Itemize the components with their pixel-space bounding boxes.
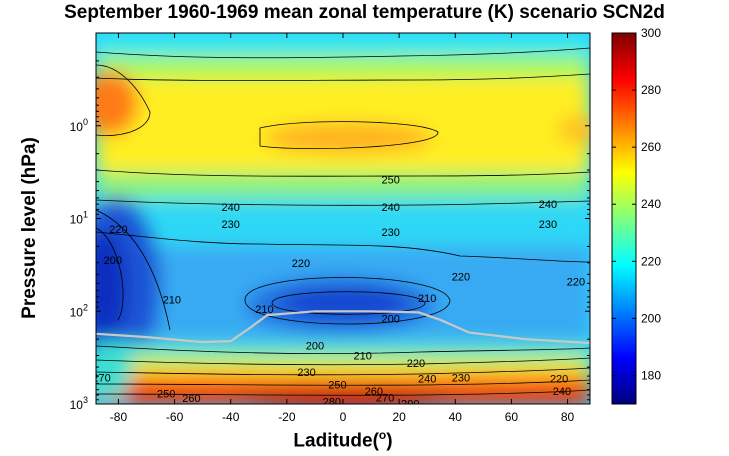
contour-label: 240 [418, 373, 436, 385]
x-axis-ticks: -80 -60 -40 -20 0 20 40 60 80 [110, 33, 575, 424]
y-tick-label: 102 [70, 302, 88, 319]
contour-label: 230 [539, 219, 557, 231]
colorbar-tick-label: 240 [641, 197, 661, 211]
contour-label: 220 [567, 277, 585, 289]
contour-label: 240 [222, 202, 240, 214]
colorbar-tick-label: 280 [641, 83, 661, 97]
x-tick-label: -40 [222, 410, 240, 424]
chart-title: September 1960-1969 mean zonal temperatu… [64, 2, 665, 23]
colorbar-ticks: 180 200 220 240 260 280 300 [612, 26, 661, 382]
x-axis-label-degree: o [378, 428, 387, 442]
x-tick-label: 20 [392, 410, 406, 424]
x-tick-label: -80 [110, 410, 128, 424]
contour-label: 240 [382, 202, 400, 214]
colorbar-tick-label: 180 [641, 368, 661, 382]
colorbar-tick-label: 260 [641, 140, 661, 154]
contour-label: 220 [292, 258, 310, 270]
x-tick-label: -60 [166, 410, 184, 424]
y-tick-label: 103 [70, 395, 88, 412]
contour-label: 250 [328, 380, 346, 392]
contour-label: 250 [157, 388, 175, 400]
x-axis-label-text: Laditude( [293, 430, 379, 452]
x-tick-label: 60 [505, 410, 519, 424]
colorbar-tick-label: 300 [641, 26, 661, 40]
contour-label: 240 [539, 199, 557, 211]
contour-label: 210 [163, 295, 181, 307]
colorbar-tick-label: 220 [641, 254, 661, 268]
y-axis-ticks: 100 101 102 103 [70, 60, 590, 412]
contour-label: 220 [109, 224, 127, 236]
x-tick-label: 40 [449, 410, 463, 424]
contour-labels: 250 240 240 240 230 230 230 220 220 220 220 200 210 2… [92, 175, 585, 411]
x-axis-label: Laditude(o) [293, 428, 392, 452]
contour-label: 200 [306, 341, 324, 353]
contour-label: 270 [376, 392, 394, 404]
colorbar [611, 32, 637, 405]
contour-label: 220 [550, 373, 568, 385]
contour-label: 260 [365, 386, 383, 398]
contour-lines [96, 47, 590, 396]
contour-label: 220 [452, 271, 470, 283]
x-tick-label: 0 [340, 410, 347, 424]
contour-label: 210 [418, 293, 436, 305]
contour-label: 250 [382, 175, 400, 187]
x-axis-label-close: ) [386, 430, 393, 452]
contour-label: 230 [452, 373, 470, 385]
contour-label: 280 [323, 397, 341, 409]
contour-label: 260 [182, 393, 200, 405]
contour-label: 270 [92, 373, 110, 385]
y-tick-label: 101 [70, 210, 88, 227]
tropopause-line [96, 310, 590, 345]
contour-label: 290 [401, 399, 419, 411]
contour-label: 210 [255, 304, 273, 316]
contour-label: 230 [222, 219, 240, 231]
temperature-field [96, 33, 590, 404]
contour-label: 200 [382, 314, 400, 326]
colorbar-tick-label: 200 [641, 311, 661, 325]
contour-label: 210 [353, 351, 371, 363]
x-tick-label: 80 [561, 410, 575, 424]
x-tick-label: -20 [278, 410, 296, 424]
contour-label: 220 [407, 358, 425, 370]
contour-label: 240 [553, 386, 571, 398]
y-tick-label: 100 [70, 117, 88, 134]
contour-label: 230 [297, 367, 315, 379]
contour-label: 230 [382, 227, 400, 239]
contour-label: 200 [104, 255, 122, 267]
